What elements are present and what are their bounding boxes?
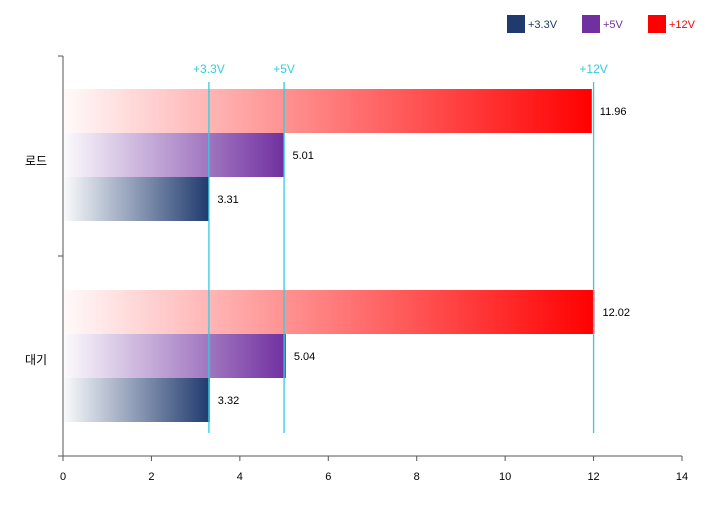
legend-label: +5V xyxy=(603,19,624,31)
legend: +3.3V +5V +12V xyxy=(507,15,696,33)
x-tick-label: 2 xyxy=(148,471,154,483)
x-tick-label: 8 xyxy=(414,471,420,483)
category-label: 대기 xyxy=(25,353,47,367)
legend-swatch xyxy=(582,15,600,33)
bar-+3.3V-로드 xyxy=(63,177,210,221)
data-label: 11.96 xyxy=(600,106,627,118)
legend-label: +3.3V xyxy=(528,19,558,31)
data-label: 5.01 xyxy=(293,150,314,162)
x-tick-label: 12 xyxy=(587,471,599,483)
x-tick-label: 4 xyxy=(237,471,243,483)
legend-swatch xyxy=(507,15,525,33)
data-label: 12.02 xyxy=(602,307,630,319)
x-tick-label: 0 xyxy=(60,471,66,483)
axes-layer: 0 2 4 6 8 10 12 14 xyxy=(58,55,688,483)
data-label: 3.31 xyxy=(217,194,238,206)
x-tick-label: 6 xyxy=(325,471,331,483)
reference-lines-layer: +3.3V +5V +12V xyxy=(193,62,608,433)
bar-+5V-대기 xyxy=(63,334,286,378)
bar-+3.3V-대기 xyxy=(63,378,210,422)
legend-swatch xyxy=(648,15,666,33)
bar-+12V-로드 xyxy=(63,89,592,133)
bar-+5V-로드 xyxy=(63,133,285,177)
bar-+12V-대기 xyxy=(63,290,595,334)
bars-layer xyxy=(63,89,595,422)
x-tick-label: 14 xyxy=(676,471,688,483)
reference-line-label: +5V xyxy=(273,62,295,76)
data-label: 3.32 xyxy=(218,395,239,407)
legend-label: +12V xyxy=(669,19,696,31)
reference-line-label: +3.3V xyxy=(193,62,225,76)
reference-line-label: +12V xyxy=(579,62,607,76)
labels-layer: 11.96 5.01 3.31 로드 12.02 5.04 3.32 대기 xyxy=(25,106,630,407)
category-label: 로드 xyxy=(25,154,47,168)
x-tick-label: 10 xyxy=(499,471,511,483)
data-label: 5.04 xyxy=(294,351,315,363)
